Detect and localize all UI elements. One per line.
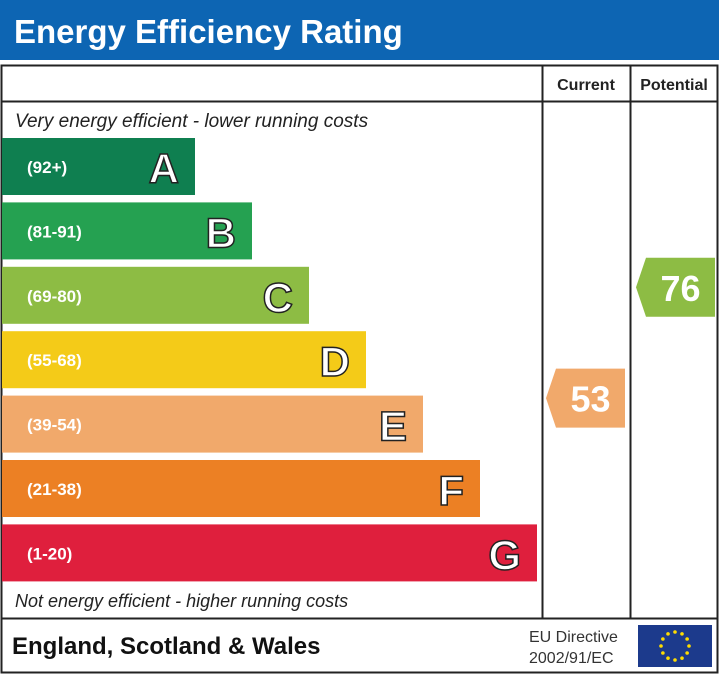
frame — [0, 64, 719, 674]
top-note: Very energy efficient - lower running co… — [15, 111, 369, 132]
footer-region: England, Scotland & Wales — [12, 633, 320, 660]
band-g: (1-20) G — [2, 524, 537, 582]
eu-flag-icon — [638, 625, 712, 667]
band-bar — [2, 524, 537, 582]
band-bar — [2, 395, 423, 453]
band-range: (92+) — [27, 158, 67, 177]
star-icon — [666, 656, 670, 660]
star-icon — [666, 632, 670, 636]
star-icon — [659, 644, 663, 648]
bottom-note: Not energy efficient - higher running co… — [15, 591, 348, 611]
current-rating: 53 — [546, 368, 625, 428]
band-b: (81-91) B — [2, 202, 252, 260]
band-letter: B — [206, 209, 236, 256]
band-c: (69-80) C — [2, 266, 309, 324]
band-range: (69-80) — [27, 287, 82, 306]
band-letter: D — [320, 338, 350, 385]
star-icon — [661, 637, 665, 641]
band-range: (21-38) — [27, 480, 82, 499]
band-range: (81-91) — [27, 222, 82, 241]
band-range: (55-68) — [27, 351, 82, 370]
potential-rating-value: 76 — [660, 268, 700, 309]
band-letter: C — [263, 274, 293, 321]
band-bar — [2, 331, 366, 389]
star-icon — [687, 644, 691, 648]
band-bar — [2, 460, 480, 517]
potential-rating: 76 — [636, 257, 715, 317]
band-bar — [2, 266, 309, 324]
star-icon — [685, 637, 689, 641]
star-icon — [680, 632, 684, 636]
star-icon — [673, 658, 677, 662]
current-rating-marker — [546, 368, 625, 428]
title-bar — [0, 0, 719, 60]
star-icon — [661, 651, 665, 655]
band-bar — [2, 138, 195, 195]
star-icon — [685, 651, 689, 655]
band-d: (55-68) D — [2, 331, 366, 389]
eu-directive-line1: EU Directive — [529, 629, 618, 646]
star-icon — [673, 630, 677, 634]
band-letter: A — [149, 145, 179, 192]
column-header-potential: Potential — [640, 77, 708, 94]
eu-directive-line2: 2002/91/EC — [529, 650, 614, 667]
band-letter: F — [438, 467, 464, 514]
band-range: (39-54) — [27, 416, 82, 435]
band-letter: G — [488, 531, 521, 578]
star-icon — [680, 656, 684, 660]
current-rating-value: 53 — [570, 379, 610, 420]
potential-rating-marker — [636, 257, 715, 317]
band-f: (21-38) F — [2, 460, 480, 517]
band-a: (92+) A — [2, 138, 195, 195]
chart-title: Energy Efficiency Rating — [14, 13, 403, 50]
band-range: (1-20) — [27, 544, 72, 563]
column-header-current: Current — [557, 77, 615, 94]
band-letter: E — [379, 403, 407, 450]
band-bar — [2, 202, 252, 260]
band-e: (39-54) E — [2, 395, 423, 453]
